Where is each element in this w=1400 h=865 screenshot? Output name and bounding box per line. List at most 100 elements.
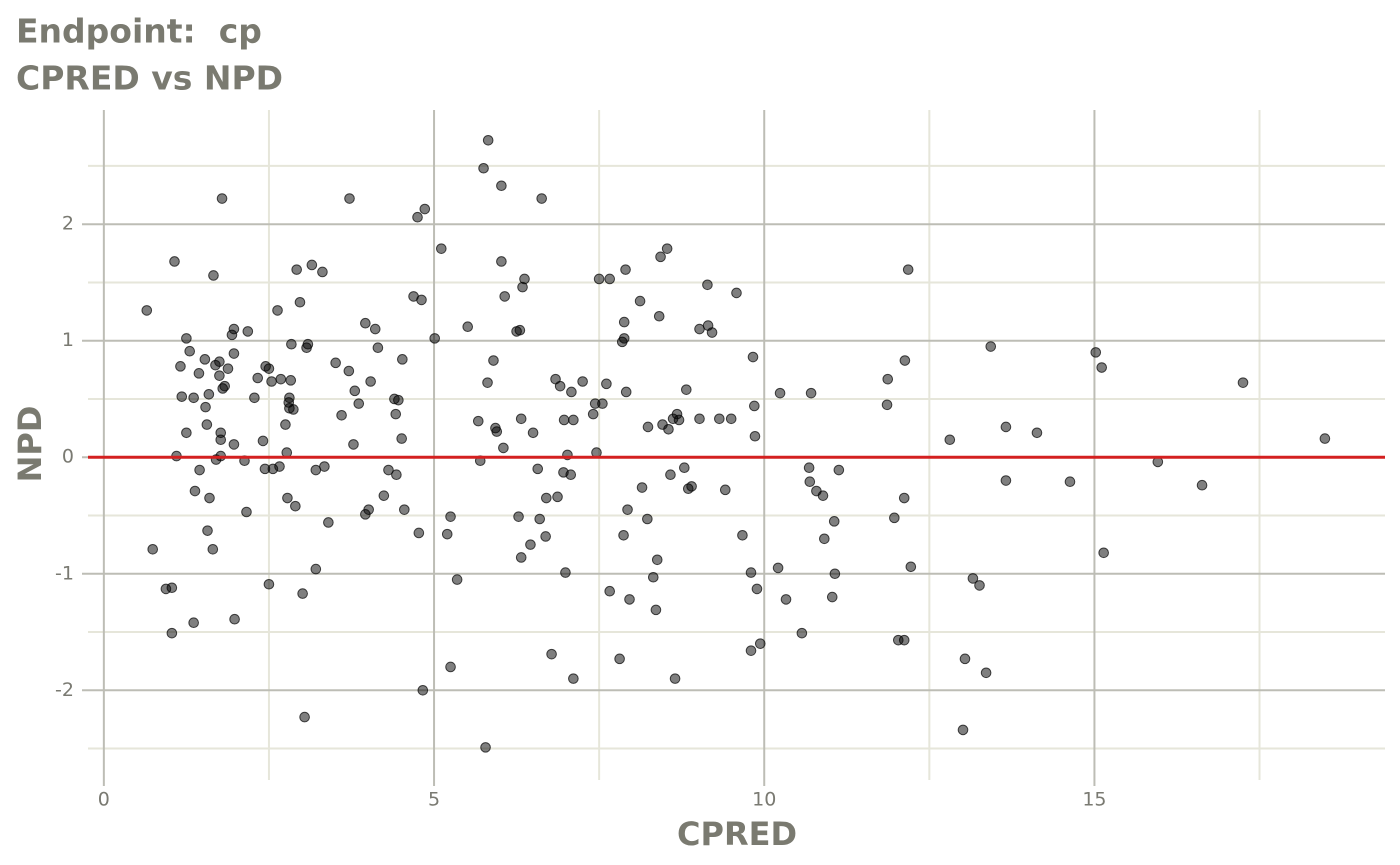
point bbox=[478, 162, 489, 174]
point bbox=[286, 338, 297, 350]
point bbox=[257, 435, 269, 447]
point bbox=[565, 469, 577, 481]
point bbox=[391, 469, 402, 481]
point bbox=[363, 504, 374, 515]
x-axis-label: CPRED bbox=[677, 815, 797, 853]
point bbox=[323, 517, 334, 528]
point bbox=[369, 323, 381, 335]
point bbox=[216, 193, 228, 204]
point bbox=[290, 500, 301, 512]
x-tick-label: 10 bbox=[752, 789, 776, 811]
point bbox=[496, 180, 507, 192]
point bbox=[348, 439, 359, 450]
point bbox=[480, 742, 491, 753]
point bbox=[215, 434, 227, 446]
point bbox=[462, 321, 474, 333]
point bbox=[642, 513, 653, 525]
point bbox=[383, 464, 394, 476]
point bbox=[604, 585, 616, 597]
point bbox=[560, 567, 571, 578]
point bbox=[618, 530, 629, 541]
point bbox=[413, 527, 425, 539]
point bbox=[472, 415, 484, 427]
point bbox=[344, 193, 355, 204]
point bbox=[650, 604, 662, 616]
point bbox=[967, 573, 979, 584]
point bbox=[634, 295, 646, 307]
point bbox=[188, 617, 199, 628]
point bbox=[754, 638, 766, 649]
point bbox=[393, 394, 404, 406]
point bbox=[336, 409, 347, 421]
point bbox=[317, 266, 328, 278]
point bbox=[349, 385, 361, 397]
y-tick-label: -2 bbox=[55, 679, 74, 701]
point bbox=[749, 430, 761, 442]
point bbox=[445, 661, 456, 673]
point bbox=[527, 427, 539, 439]
point bbox=[636, 482, 648, 493]
point bbox=[803, 462, 815, 474]
point bbox=[772, 562, 784, 574]
y-tick-label: 0 bbox=[62, 446, 74, 468]
point bbox=[297, 588, 308, 599]
point bbox=[899, 355, 911, 366]
point bbox=[1237, 377, 1249, 388]
chart-title: Endpoint: cp bbox=[16, 12, 262, 51]
point bbox=[330, 357, 341, 369]
point bbox=[222, 363, 234, 374]
point bbox=[902, 264, 914, 275]
point bbox=[898, 634, 910, 646]
point bbox=[655, 251, 666, 263]
point bbox=[751, 583, 763, 595]
point bbox=[566, 386, 577, 398]
point bbox=[302, 338, 314, 350]
point bbox=[980, 667, 992, 679]
point bbox=[577, 376, 588, 387]
point bbox=[514, 324, 526, 336]
point bbox=[360, 317, 371, 329]
point bbox=[618, 316, 630, 328]
point bbox=[898, 492, 910, 504]
point bbox=[796, 627, 808, 639]
point bbox=[208, 270, 219, 281]
point bbox=[272, 305, 283, 316]
point bbox=[944, 434, 956, 446]
point bbox=[745, 567, 757, 578]
point bbox=[166, 582, 178, 594]
point bbox=[284, 392, 295, 404]
point bbox=[310, 563, 322, 575]
point bbox=[189, 485, 201, 497]
point bbox=[496, 256, 507, 267]
point bbox=[889, 512, 900, 524]
point bbox=[306, 259, 318, 271]
point bbox=[343, 365, 355, 377]
point bbox=[169, 256, 180, 267]
point bbox=[499, 291, 511, 302]
point bbox=[396, 433, 407, 444]
point bbox=[1000, 421, 1012, 433]
point bbox=[624, 594, 635, 605]
point bbox=[397, 354, 408, 365]
point bbox=[1096, 362, 1107, 373]
point bbox=[491, 426, 503, 437]
point bbox=[252, 372, 264, 384]
point bbox=[181, 333, 192, 344]
point bbox=[826, 591, 838, 603]
point bbox=[679, 462, 690, 474]
point bbox=[219, 380, 231, 392]
point bbox=[288, 404, 299, 415]
point bbox=[1064, 476, 1076, 488]
point bbox=[725, 413, 737, 425]
point bbox=[774, 387, 786, 399]
point bbox=[275, 373, 287, 385]
point bbox=[985, 341, 997, 352]
point bbox=[546, 648, 557, 660]
point bbox=[554, 380, 566, 392]
point bbox=[1090, 347, 1102, 358]
point bbox=[429, 333, 441, 344]
point bbox=[804, 476, 816, 488]
point bbox=[1098, 547, 1109, 559]
point bbox=[416, 294, 427, 306]
